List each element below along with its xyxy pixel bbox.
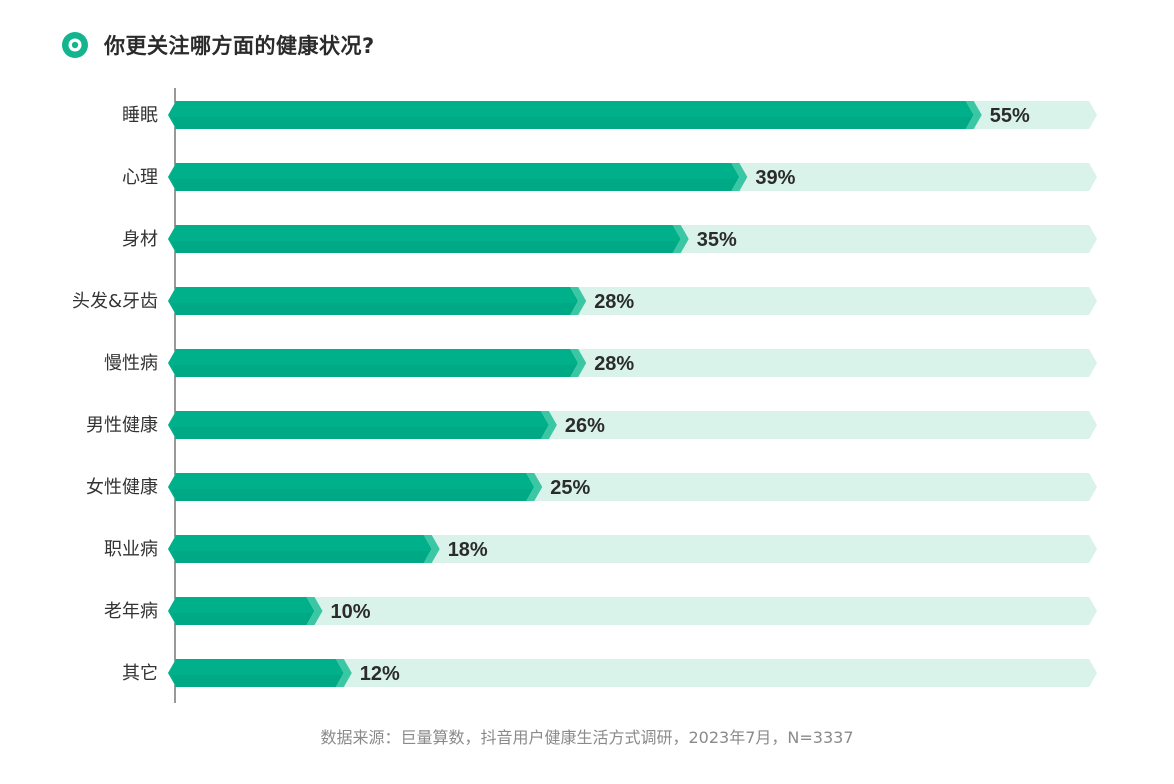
category-label: 女性健康 bbox=[86, 477, 158, 498]
bar bbox=[168, 101, 974, 129]
bar-shade bbox=[172, 365, 577, 377]
bar-end-cap bbox=[731, 163, 748, 191]
bar-end-cap bbox=[423, 535, 440, 563]
bar-shade bbox=[172, 427, 547, 439]
bar bbox=[168, 659, 344, 687]
bar bbox=[168, 287, 579, 315]
data-label: 25% bbox=[550, 477, 590, 499]
category-label: 身材 bbox=[122, 229, 158, 250]
category-label: 老年病 bbox=[104, 601, 158, 622]
bar-shade bbox=[172, 179, 738, 191]
data-label: 10% bbox=[331, 601, 371, 623]
bar bbox=[168, 473, 535, 501]
bar-end-cap bbox=[570, 349, 587, 377]
bar-shade bbox=[172, 675, 342, 687]
category-label: 其它 bbox=[122, 663, 158, 684]
data-label: 12% bbox=[360, 663, 400, 685]
data-label: 55% bbox=[990, 105, 1030, 127]
bar-end-cap bbox=[526, 473, 543, 501]
data-label: 26% bbox=[565, 415, 605, 437]
bar-shade bbox=[172, 241, 679, 253]
bar bbox=[168, 597, 315, 625]
data-label: 39% bbox=[755, 167, 795, 189]
bar-end-cap bbox=[672, 225, 689, 253]
category-label: 头发&牙齿 bbox=[72, 291, 158, 312]
bar bbox=[168, 349, 579, 377]
chart-title: 你更关注哪方面的健康状况? bbox=[104, 34, 375, 58]
category-label: 睡眠 bbox=[122, 105, 158, 126]
data-label: 28% bbox=[594, 291, 634, 313]
bar bbox=[168, 225, 681, 253]
chart-title-row: 你更关注哪方面的健康状况? bbox=[62, 28, 375, 62]
bar-shade bbox=[172, 117, 972, 129]
bar-track bbox=[168, 597, 1097, 625]
target-circle-icon bbox=[62, 32, 88, 58]
bar-end-cap bbox=[306, 597, 323, 625]
source-note: 数据来源：巨量算数，抖音用户健康生活方式调研，2023年7月，N=3337 bbox=[320, 728, 854, 747]
bar bbox=[168, 535, 432, 563]
bar-end-cap bbox=[540, 411, 557, 439]
bar-end-cap bbox=[335, 659, 352, 687]
bar-shade bbox=[172, 303, 577, 315]
data-label: 35% bbox=[697, 229, 737, 251]
bar-track bbox=[168, 659, 1097, 687]
category-label: 职业病 bbox=[104, 539, 158, 560]
data-label: 28% bbox=[594, 353, 634, 375]
bar-end-cap bbox=[965, 101, 982, 129]
bar-end-cap bbox=[570, 287, 587, 315]
category-label: 慢性病 bbox=[104, 353, 158, 374]
data-label: 18% bbox=[448, 539, 488, 561]
bar-shade bbox=[172, 613, 313, 625]
category-label: 男性健康 bbox=[86, 415, 158, 436]
category-label: 心理 bbox=[122, 167, 158, 188]
bar-shade bbox=[172, 489, 533, 501]
bar bbox=[168, 411, 549, 439]
bar bbox=[168, 163, 740, 191]
bar-shade bbox=[172, 551, 430, 563]
